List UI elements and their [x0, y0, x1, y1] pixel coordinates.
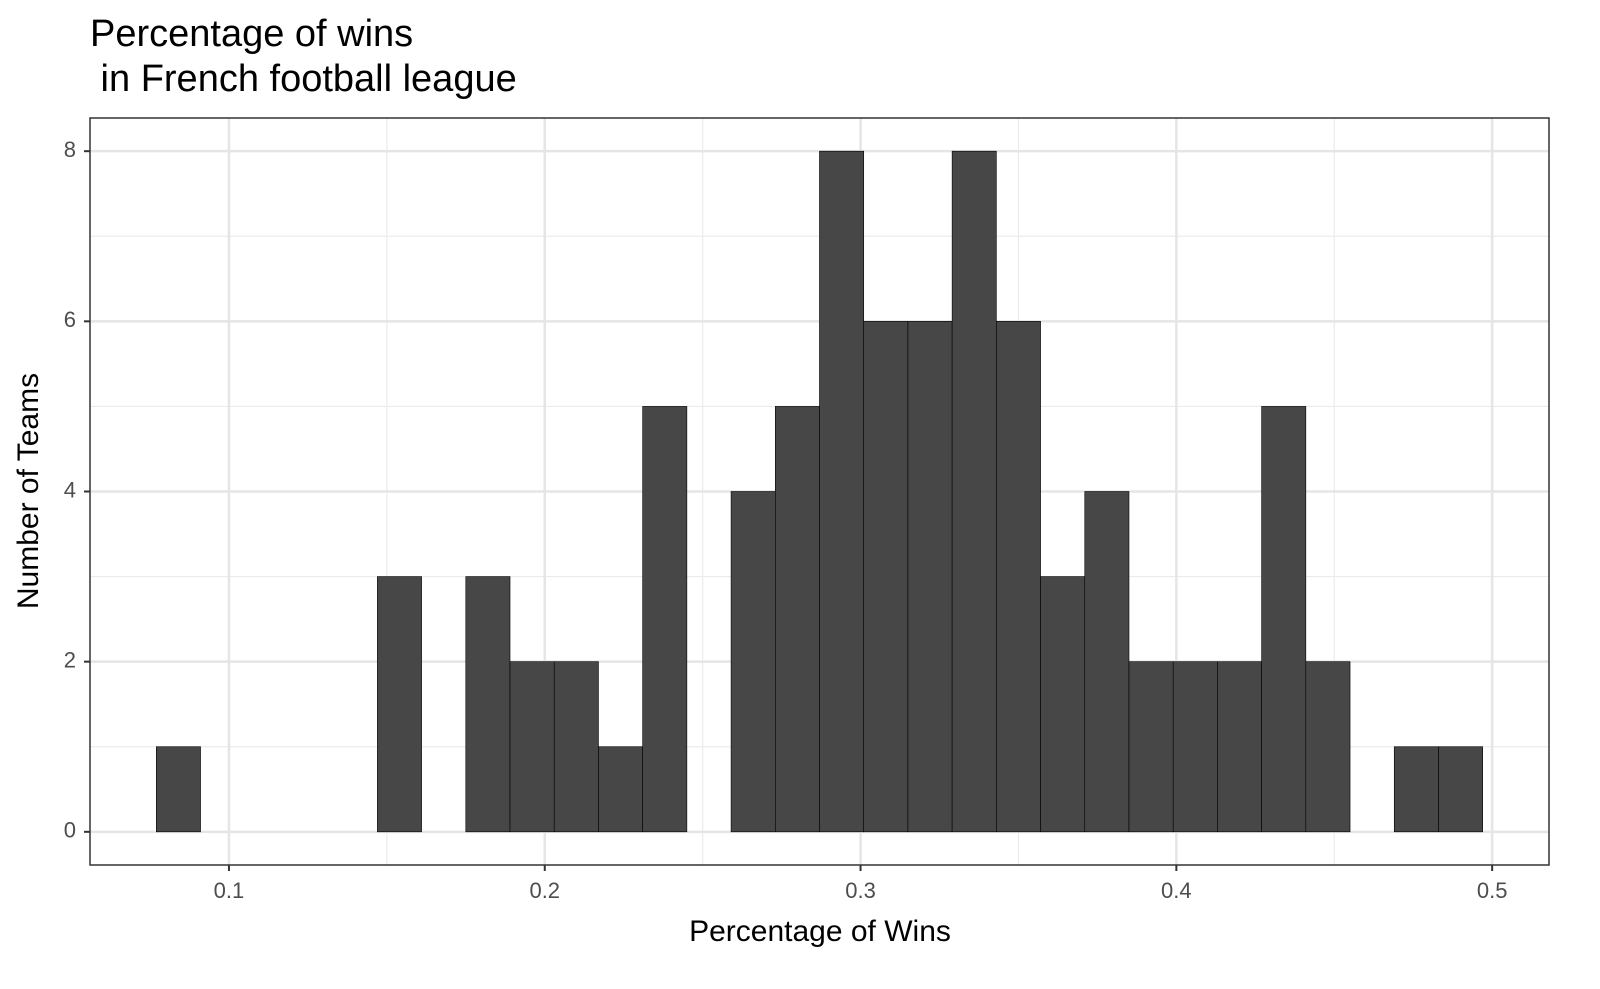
x-tick-label: 0.5: [1477, 878, 1508, 903]
bar: [1128, 661, 1174, 833]
bar: [1305, 661, 1351, 833]
bar: [509, 661, 555, 833]
bar: [465, 576, 511, 833]
y-tick-label: 2: [64, 647, 76, 672]
bar: [156, 746, 201, 833]
bar: [377, 576, 422, 833]
bar: [1084, 491, 1130, 833]
bar: [1217, 661, 1262, 833]
x-tick-label: 0.3: [845, 878, 876, 903]
panel-border: [89, 117, 1550, 866]
y-tick-label: 0: [64, 818, 76, 843]
bar: [907, 321, 953, 833]
y-tick-label: 4: [64, 477, 76, 502]
y-axis-label: Number of Teams: [12, 373, 45, 609]
bar: [819, 150, 865, 833]
bar: [1393, 746, 1439, 833]
bar: [642, 406, 688, 833]
bar: [1261, 406, 1307, 833]
bar: [598, 746, 643, 833]
bar: [863, 321, 909, 833]
x-axis-label: Percentage of Wins: [689, 915, 951, 948]
x-tick-label: 0.2: [529, 878, 560, 903]
x-tick-label: 0.4: [1161, 878, 1192, 903]
y-tick-label: 6: [64, 307, 76, 332]
bar: [1040, 576, 1086, 833]
bar: [1172, 661, 1218, 833]
bar: [1438, 746, 1483, 833]
chart-title: Percentage of wins in French football le…: [90, 13, 517, 100]
x-tick-label: 0.1: [214, 878, 245, 903]
bar: [996, 321, 1041, 833]
bar: [553, 661, 599, 833]
bar: [774, 406, 820, 833]
y-tick-label: 8: [64, 137, 76, 162]
bar: [730, 491, 776, 833]
bar: [951, 150, 997, 833]
